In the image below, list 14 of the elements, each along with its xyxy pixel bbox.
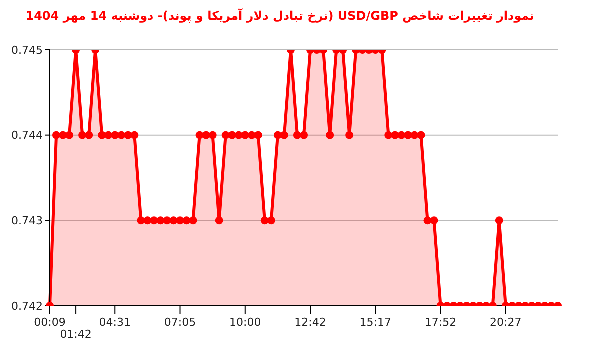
x-tick-label: 17:52 xyxy=(424,316,457,329)
x-tick-label: 00:09 xyxy=(34,316,66,329)
chart-title: نمودار تغییرات شاخص USD/GBP (نرخ تبادل دلار آمریکا و پوند)- دوشنبه 14 مهر 1404 xyxy=(24,8,536,25)
x-tick-label: 07:05 xyxy=(164,316,196,329)
x-tick-label: 20:27 xyxy=(490,316,522,329)
x-tick-label: 15:17 xyxy=(360,316,392,329)
y-tick-label: 0.742 xyxy=(12,300,43,313)
x-tick-label: 12:42 xyxy=(294,316,326,329)
x-tick-label: 10:00 xyxy=(230,316,262,329)
x-tick-label: 04:31 xyxy=(99,316,131,329)
y-tick-label: 0.744 xyxy=(12,129,43,142)
y-tick-label: 0.745 xyxy=(12,44,43,57)
x-tick-label: 01:42 xyxy=(60,328,92,341)
y-tick-label: 0.743 xyxy=(12,214,43,228)
